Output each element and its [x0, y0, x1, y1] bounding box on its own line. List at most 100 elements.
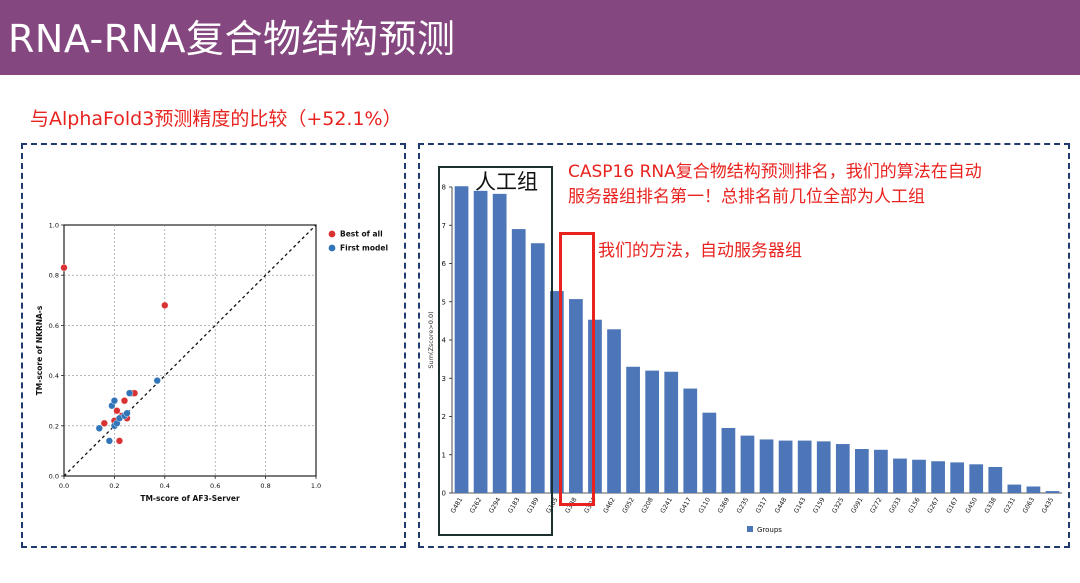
bar [492, 193, 507, 493]
bar-x-tick-label: G325 [831, 497, 846, 515]
bar [530, 243, 545, 493]
bar-x-tick-label: G052 [621, 497, 636, 515]
bar-x-tick-label: G156 [907, 497, 922, 515]
bar [569, 299, 583, 493]
bar [740, 435, 755, 493]
scatter-point [105, 437, 113, 445]
scatter-y-tick-label: 0.4 [49, 372, 59, 380]
bar-x-tick-label: G143 [793, 497, 808, 515]
bar-x-tick-label: G435 [1041, 497, 1056, 515]
scatter-legend-marker [328, 230, 336, 238]
scatter-legend-label: Best of all [340, 230, 383, 239]
bar-x-tick-label: G231 [1003, 497, 1018, 515]
scatter-x-axis-label: TM-score of AF3-Server [140, 494, 240, 503]
scatter-legend-label: First model [340, 244, 388, 253]
bar [454, 186, 469, 494]
scatter-x-tick-label: 0.2 [109, 482, 119, 490]
human-group-label: 人工组 [475, 170, 538, 194]
bar [626, 366, 640, 493]
bar [854, 449, 869, 493]
bar [759, 439, 774, 493]
bar-y-axis-label: Sum(Zscore>0.0) [427, 311, 435, 368]
bar-panel [418, 143, 1070, 548]
scatter-y-tick-label: 0.2 [49, 422, 59, 430]
scatter-x-tick-label: 1.0 [311, 482, 321, 490]
scatter-y-tick-label: 1.0 [49, 222, 59, 230]
title-bar: RNA-RNA复合物结构预测 [0, 0, 1080, 75]
bar [950, 462, 965, 493]
page-subtitle: 与AlphaFold3预测精度的比较（+52.1%） [30, 108, 402, 130]
scatter-legend-marker [328, 244, 336, 252]
scatter-y-axis-label: TM-score of NKRNA-s [35, 305, 44, 395]
bar-x-tick-label: G450 [964, 497, 979, 515]
bar-x-tick-label: G091 [850, 497, 865, 515]
bar [797, 440, 812, 493]
bar-y-tick-label: 7 [442, 222, 446, 230]
bar-y-tick-label: 5 [442, 298, 446, 306]
bar-legend-marker [747, 526, 753, 532]
our-method-annotation: 我们的方法，自动服务器组 [598, 241, 802, 261]
bar [1007, 484, 1022, 493]
bar-x-tick-label: G241 [659, 497, 674, 515]
bar [645, 370, 660, 493]
human-group-box [438, 166, 553, 536]
bar [988, 466, 1003, 493]
bar-y-tick-label: 6 [442, 260, 447, 268]
bar [835, 444, 850, 493]
bar-x-tick-label: G448 [774, 497, 789, 515]
bar-x-tick-label: G417 [678, 497, 693, 515]
bar-y-tick-label: 3 [442, 375, 446, 383]
bar [874, 449, 888, 493]
scatter-point [115, 437, 124, 445]
bar-y-tick-label: 0 [442, 490, 446, 498]
bar [721, 427, 736, 493]
bar [702, 412, 717, 493]
ranking-annotation-line1: CASP16 RNA复合物结构预测排名，我们的算法在自动 [568, 162, 982, 182]
scatter-point [95, 424, 103, 432]
bar [969, 464, 984, 493]
scatter-x-tick-label: 0.8 [260, 482, 270, 490]
bar-x-tick-label: G317 [755, 497, 770, 515]
page-title: RNA-RNA复合物结构预测 [8, 17, 456, 61]
scatter-x-tick-label: 0.4 [160, 482, 170, 490]
bar-x-tick-label: G235 [736, 497, 751, 515]
bar-x-tick-label: G369 [717, 497, 732, 515]
scatter-point [161, 301, 169, 309]
bar [1045, 491, 1060, 493]
bar [816, 441, 831, 493]
bar [1026, 486, 1041, 493]
scatter-point [120, 397, 129, 405]
scatter-diagonal [63, 224, 317, 477]
bar-x-tick-label: G267 [926, 497, 941, 515]
bar [607, 329, 621, 493]
bar [473, 190, 488, 493]
bar-x-tick-label: G033 [888, 497, 903, 515]
bar [778, 440, 793, 493]
bar [912, 459, 926, 493]
bar-x-tick-label: G338 [983, 497, 998, 515]
ranking-annotation: CASP16 RNA复合物结构预测排名，我们的算法在自动 服务器组排名第一！总排… [568, 160, 1068, 210]
bar-y-tick-label: 4 [442, 337, 447, 345]
scatter-y-tick-label: 0.0 [49, 473, 59, 481]
bar-x-tick-label: G462 [602, 497, 617, 515]
bar-y-tick-label: 8 [442, 184, 446, 192]
scatter-y-tick-label: 0.6 [49, 322, 59, 330]
scatter-panel [21, 143, 406, 548]
ranking-annotation-line2: 服务器组排名第一！总排名前几位全部为人工组 [568, 187, 925, 207]
scatter-point [123, 409, 131, 417]
scatter-chart: 0.0 0.2 0.4 0.6 0.8 1.0 0.0 0.2 0.4 0.6 0.8 1.0 TM-s… [35, 222, 388, 504]
scatter-point [100, 419, 108, 427]
bar-x-tick-label: G167 [945, 497, 960, 515]
bar [664, 371, 679, 493]
bar-y-tick-label: 1 [442, 451, 446, 459]
scatter-point [113, 407, 121, 415]
bar [683, 388, 698, 493]
scatter-point [60, 264, 68, 272]
bar [511, 229, 526, 493]
scatter-x-tick-label: 0.0 [59, 482, 69, 490]
bar-x-tick-label: G159 [812, 497, 827, 515]
our-method-highlight [559, 232, 595, 506]
scatter-point [125, 389, 134, 397]
bar [931, 461, 945, 493]
